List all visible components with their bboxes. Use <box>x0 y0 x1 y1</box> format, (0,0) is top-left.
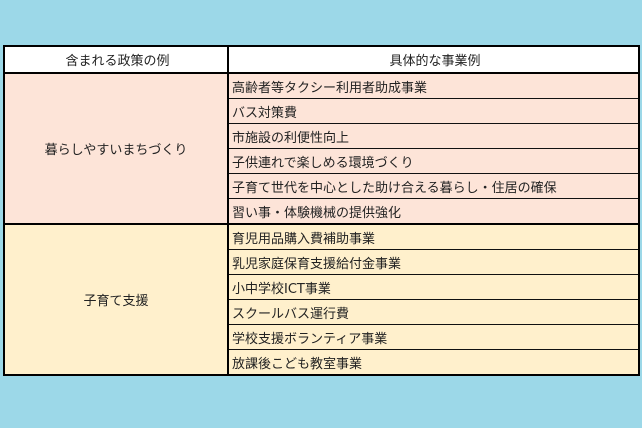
table-row: 子育て世代を中心とした助け合える暮らし・住居の確保 <box>4 173 640 199</box>
example-cell: 学校支援ボランティア事業 <box>227 324 640 350</box>
table-row: 小中学校ICT事業 <box>4 274 640 300</box>
policy-cell: 暮らしやすいまちづくり <box>3 72 229 225</box>
header-policy: 含まれる政策の例 <box>3 45 229 74</box>
example-cell: 子供連れで楽しめる環境づくり <box>227 148 640 174</box>
example-cell: 習い事・体験機械の提供強化 <box>227 198 640 225</box>
example-cell: 乳児家庭保育支援給付金事業 <box>227 249 640 275</box>
table-row: 暮らしやすいまちづくり 高齢者等タクシー利用者助成事業 <box>3 72 640 225</box>
policy-cell: 子育て支援 <box>3 223 229 376</box>
example-cell: 高齢者等タクシー利用者助成事業 <box>227 72 640 99</box>
example-cell: 放課後こども教室事業 <box>227 349 640 376</box>
table-row: 乳児家庭保育支援給付金事業 <box>4 249 640 275</box>
example-cell: バス対策費 <box>227 98 640 124</box>
table-row: 放課後こども教室事業 <box>4 349 640 376</box>
example-cell: 小中学校ICT事業 <box>227 274 640 300</box>
table-row: 学校支援ボランティア事業 <box>4 324 640 350</box>
example-cell: スクールバス運行費 <box>227 299 640 325</box>
policy-table: 含まれる政策の例 具体的な事業例 暮らしやすいまちづくり 高齢者等タクシー利用者助… <box>3 45 640 376</box>
table-row: 子育て支援 育児用品購入費補助事業 <box>3 223 640 376</box>
table-row: 習い事・体験機械の提供強化 <box>4 198 640 225</box>
example-cell: 市施設の利便性向上 <box>227 123 640 149</box>
example-cell: 育児用品購入費補助事業 <box>227 223 640 250</box>
header-row: 含まれる政策の例 具体的な事業例 <box>3 45 640 74</box>
example-cell: 子育て世代を中心とした助け合える暮らし・住居の確保 <box>227 173 640 199</box>
header-examples: 具体的な事業例 <box>227 45 640 74</box>
table-row: スクールバス運行費 <box>4 299 640 325</box>
table-row: バス対策費 <box>4 98 640 124</box>
